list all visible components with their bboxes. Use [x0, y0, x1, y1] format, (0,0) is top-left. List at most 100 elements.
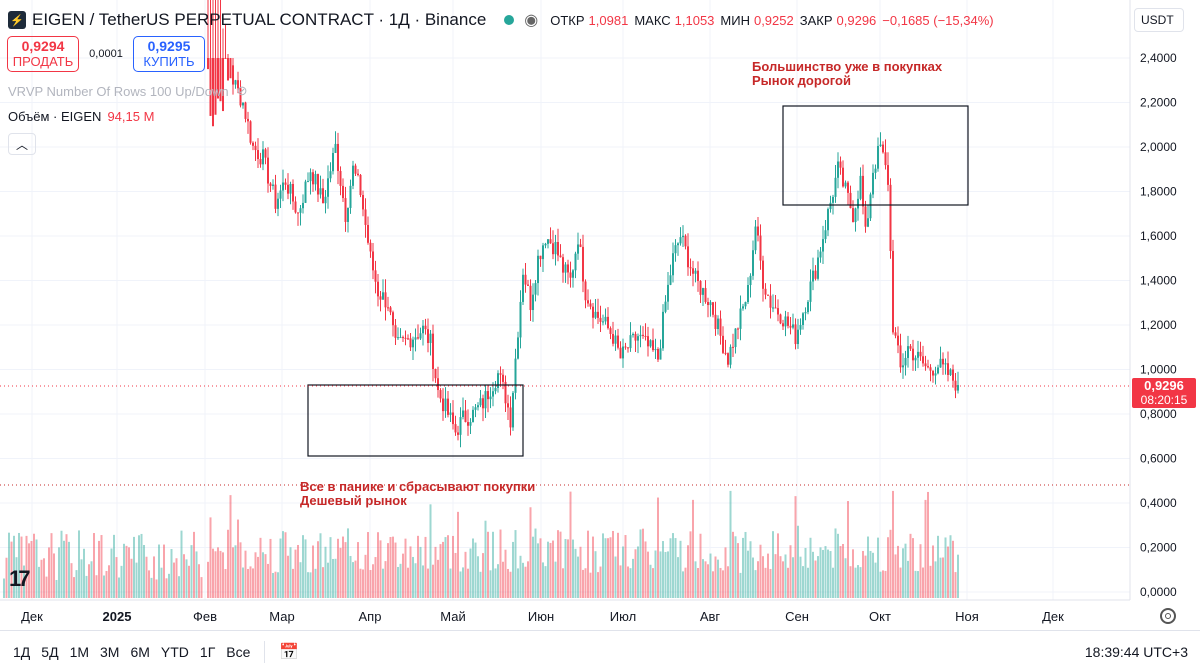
candle-body [667, 284, 669, 302]
candle-body [249, 121, 252, 143]
volume-bar [309, 572, 312, 598]
candle-body [329, 171, 332, 179]
date-range-calendar-icon[interactable]: 📅 [279, 643, 300, 661]
period-button[interactable]: 1Д [13, 643, 31, 660]
volume-bar [352, 562, 354, 598]
period-button[interactable]: YTD [160, 643, 189, 660]
tradingview-logo[interactable]: 17 [9, 566, 31, 591]
volume-bar [667, 551, 669, 598]
volume-bar [357, 542, 359, 598]
volume-bar [494, 568, 497, 598]
candle-body [727, 353, 729, 365]
volume-bar [559, 531, 562, 598]
volume-bar [512, 541, 514, 598]
hidden-eye-icon[interactable]: ⊘ [236, 83, 248, 98]
volume-bar [244, 550, 247, 598]
visibility-eye-icon[interactable]: ◉ [524, 12, 539, 29]
volume-bar [554, 561, 557, 598]
volume-bar [282, 531, 284, 598]
candle-body [577, 244, 579, 254]
volume-bar [229, 495, 232, 598]
volume-bar [13, 535, 15, 598]
collapse-legend-button[interactable]: ︿ [8, 133, 36, 155]
annotation-bottom[interactable]: Все в панике и сбрасывают покупки Дешевы… [300, 479, 536, 508]
volume-bar [467, 568, 469, 598]
price-tick-label: 0,2000 [1140, 541, 1177, 555]
volume-bar [789, 545, 792, 598]
time-axis[interactable]: Дек 2025 Фев Мар Апр Май Июн Июл Авг Сен Окт Ноя Дек [21, 609, 1064, 624]
candle-body [422, 325, 424, 334]
candle-body [942, 358, 944, 365]
volume-bar [173, 562, 175, 598]
annotation-top[interactable]: Большинство уже в покупках Рынок дорогой [752, 59, 943, 88]
period-button[interactable]: 6М [130, 643, 150, 660]
candle-body [719, 318, 722, 336]
symbol-title[interactable]: EIGEN / TetherUS PERPETUAL CONTRACT · 1Д… [32, 10, 487, 29]
volume-bar [634, 549, 637, 598]
volume-bar [145, 556, 148, 598]
currency-selector[interactable]: USDT [1134, 8, 1184, 32]
buy-button[interactable]: 0,9295 КУПИТЬ [133, 36, 205, 72]
volume-bar [125, 545, 128, 598]
volume-bar [414, 563, 417, 598]
candle-body [889, 184, 892, 251]
candle-body [244, 102, 247, 119]
volume-bar [699, 533, 702, 598]
candle-body [374, 270, 377, 282]
volume-bar [209, 517, 212, 598]
candle-body [902, 365, 904, 368]
volume-bar [927, 491, 929, 598]
sell-button[interactable]: 0,9294 ПРОДАТЬ [7, 36, 79, 72]
clock-timezone[interactable]: 18:39:44 UTC+3 [1084, 643, 1188, 660]
candle-body [399, 337, 402, 339]
period-button[interactable]: 1М [69, 643, 90, 660]
volume-bar [847, 501, 849, 598]
candle-body [287, 184, 289, 194]
volume-bar [212, 548, 214, 598]
candle-body [292, 184, 294, 202]
ohlc-values: ОТКР 1,0981 МАКС 1,1053 МИН 0,9252 ЗАКР 0,92… [550, 12, 994, 28]
candle-body [784, 316, 787, 327]
price-tick-label: 0,0000 [1140, 585, 1177, 599]
vrvp-indicator[interactable]: VRVP Number Of Rows 100 Up/Down ⊘ [8, 83, 248, 99]
candle-body [364, 209, 367, 225]
volume-bar [942, 557, 944, 598]
volume-bar [852, 549, 854, 598]
candle-body [224, 58, 227, 59]
volume-bar [917, 571, 919, 598]
candle-body [532, 294, 534, 311]
candle-body [277, 198, 279, 209]
volume-bar [254, 552, 257, 598]
candle-body [592, 306, 594, 318]
candle-body [857, 198, 859, 209]
chevron-up-icon: ︿ [15, 137, 28, 152]
period-button[interactable]: Все [226, 643, 251, 660]
candle-body [209, 58, 212, 116]
candle-body [797, 329, 799, 345]
volume-bar [143, 545, 145, 598]
volume-legend[interactable]: Объём · EIGEN 94,15 M [8, 109, 155, 124]
candle-body [602, 321, 604, 323]
volume-bar [429, 504, 432, 598]
volume-bar [168, 573, 170, 598]
period-button[interactable]: 5Д [41, 643, 59, 660]
candle-body [424, 325, 427, 330]
volume-bar [604, 538, 607, 598]
period-button[interactable]: 3М [100, 643, 120, 660]
candle-body [929, 367, 932, 371]
volume-bar [178, 576, 180, 598]
candle-body [754, 226, 757, 251]
volume-bar [262, 552, 264, 598]
candle-body [822, 239, 824, 252]
volume-bar [729, 490, 732, 598]
settings-gear-icon[interactable] [1160, 608, 1176, 624]
volume-bar [659, 551, 662, 598]
candle-body [299, 208, 302, 213]
candle-body [382, 292, 384, 300]
period-button[interactable]: 1Г [199, 643, 216, 660]
price-axis[interactable]: 2,4000 2,2000 2,0000 1,8000 1,6000 1,4000 1,20… [1140, 51, 1177, 599]
volume-bar [684, 567, 687, 598]
volume-bar [130, 558, 133, 598]
candle-body [749, 275, 752, 286]
